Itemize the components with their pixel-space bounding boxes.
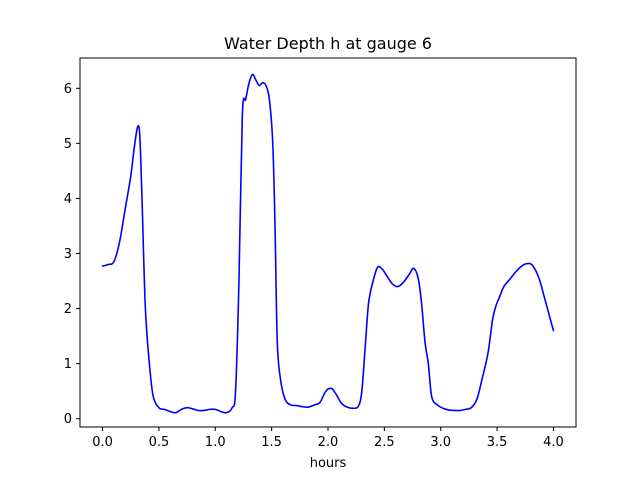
plot-area — [79, 57, 577, 428]
y-tick-label: 4 — [64, 192, 72, 207]
x-tick-label: 3.0 — [430, 435, 451, 450]
x-axis: 0.0 0.5 1.0 1.5 2.0 2.5 3.0 3.5 4.0 — [92, 427, 564, 450]
chart-title: Water Depth h at gauge 6 — [224, 34, 432, 53]
x-tick-label: 2.0 — [318, 435, 339, 450]
x-tick-label: 2.5 — [374, 435, 395, 450]
series-line — [101, 73, 555, 414]
x-tick-label: 1.5 — [261, 435, 282, 450]
y-tick-label: 0 — [64, 412, 72, 427]
y-tick-label: 1 — [64, 357, 72, 372]
y-axis: 0 1 2 3 4 5 6 — [64, 82, 80, 427]
x-tick-label: 0.0 — [92, 435, 113, 450]
y-tick-label: 6 — [64, 82, 72, 97]
x-axis-label: hours — [310, 456, 347, 471]
y-tick-label: 3 — [64, 247, 72, 262]
x-tick-label: 4.0 — [543, 435, 564, 450]
y-tick-label: 5 — [64, 137, 72, 152]
x-tick-label: 3.5 — [487, 435, 508, 450]
x-tick-label: 1.0 — [205, 435, 226, 450]
x-tick-label: 0.5 — [149, 435, 170, 450]
series-layer — [101, 73, 555, 414]
y-tick-label: 2 — [64, 302, 72, 317]
